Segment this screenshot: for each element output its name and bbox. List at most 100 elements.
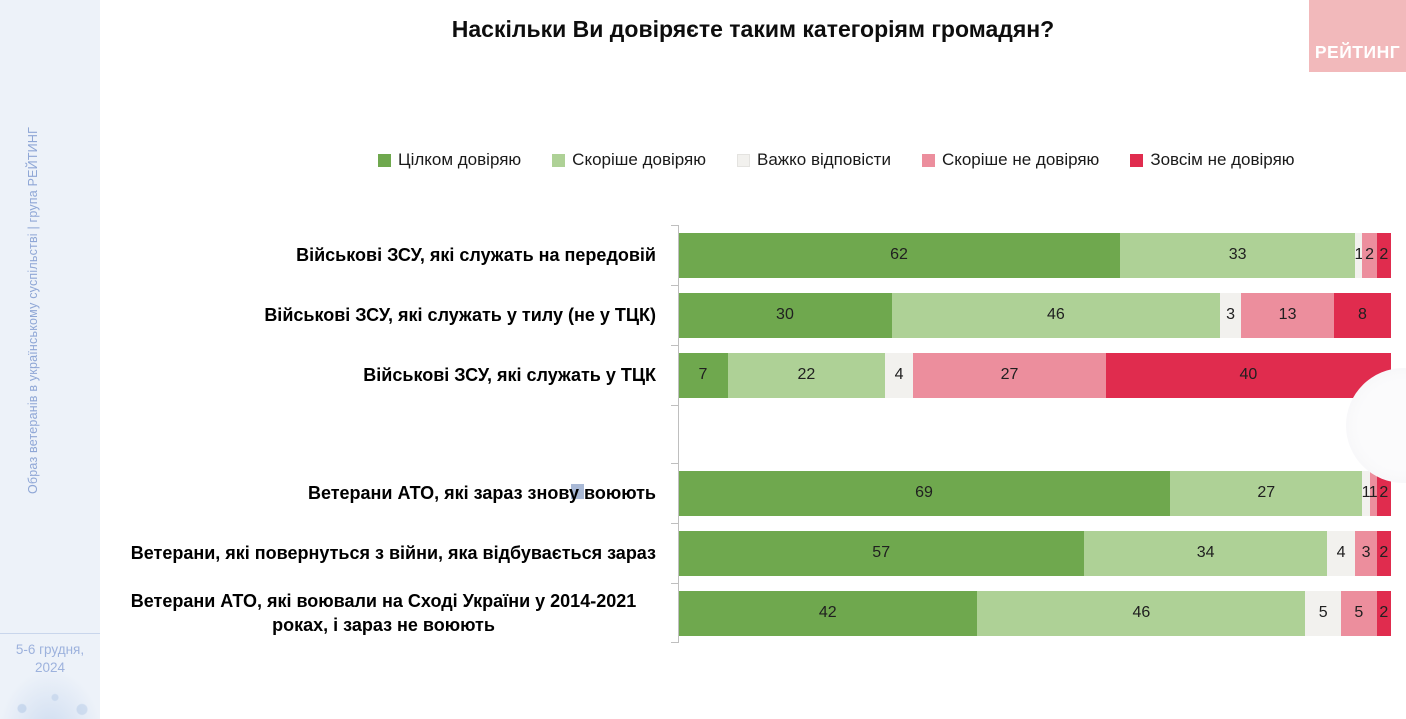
bar-segment: 46	[977, 590, 1306, 636]
legend-swatch-icon	[552, 153, 566, 167]
stacked-bar: 7 22 4 27 40	[678, 352, 1391, 398]
axis-line	[678, 225, 679, 643]
legend-item: Скоріше не довіряю	[921, 150, 1100, 170]
bar-segment: 27	[1169, 470, 1363, 516]
chart-row: Військові ЗСУ, які служать у тилу (не у …	[100, 285, 1391, 345]
chart-title: Наскільки Ви довіряєте таким категоріям …	[451, 16, 1055, 42]
legend-swatch-icon	[736, 153, 750, 167]
bar-segment: 3	[1355, 530, 1377, 576]
legend-item: Скоріше довіряю	[552, 150, 706, 170]
bar-segment: 5	[1305, 590, 1342, 636]
segment-value-label: 3	[1226, 306, 1235, 323]
axis-tick	[671, 523, 678, 524]
bar-segment: 4	[1326, 530, 1356, 576]
segment-value-label: 34	[1196, 544, 1215, 561]
segment-value-label: 8	[1357, 306, 1367, 323]
bar-segment: 42	[678, 590, 978, 636]
selection-artifact	[571, 483, 584, 499]
segment-value-label: 4	[894, 366, 904, 383]
legend-label: Цілком довіряю	[398, 150, 522, 169]
sidebar-divider	[0, 633, 100, 634]
legend-label: Важко відповісти	[756, 150, 891, 169]
segment-value-label: 57	[872, 544, 891, 561]
bar-segment: 2	[1376, 232, 1391, 278]
bar-segment: 1	[1354, 232, 1364, 278]
segment-value-label: 1	[1354, 246, 1364, 263]
survey-date: 5-6 грудня, 2024	[15, 642, 85, 675]
segment-value-label: 69	[915, 484, 933, 501]
legend-item: Цілком довіряю	[378, 150, 521, 170]
legend-item: Зовсім не довіряю	[1130, 150, 1295, 170]
segment-value-label: 5	[1318, 604, 1328, 621]
segment-value-label: 40	[1239, 366, 1258, 383]
bar-segment: 8	[1333, 292, 1391, 338]
bar-segment: 2	[1362, 232, 1377, 278]
bar-segment: 27	[913, 352, 1106, 398]
stacked-bar: 69 27 1 1 2	[678, 470, 1391, 516]
sidebar-vertical-title: Образ ветеранів в українському суспільст…	[26, 126, 40, 494]
bar-segment: 1	[1368, 470, 1378, 516]
category-label: Військові ЗСУ, які служать на передовій	[296, 244, 656, 265]
segment-value-label: 1	[1361, 484, 1371, 501]
segment-value-label: 46	[1132, 604, 1151, 621]
category-label-cell: Ветерани АТО, які воювали на Сході Украї…	[100, 589, 678, 638]
legend-label: Скоріше довіряю	[572, 150, 706, 169]
chart-row: Ветерани, які повернуться з війни, яка в…	[100, 523, 1391, 583]
bar-segment: 3	[1219, 292, 1242, 338]
axis-tick	[671, 285, 678, 286]
trust-bar-chart: Військові ЗСУ, які служать на передовій 6…	[100, 225, 1391, 643]
axis-tick	[671, 583, 678, 584]
segment-value-label: 33	[1228, 246, 1247, 263]
bar-segment: 33	[1120, 232, 1356, 278]
category-label: Військові ЗСУ, які служать у тилу (не у …	[264, 304, 656, 325]
bar-segment: 40	[1105, 352, 1391, 398]
sidebar: Образ ветеранів в українському суспільст…	[0, 0, 100, 719]
axis-tick	[671, 225, 678, 226]
bar-segment: 2	[1376, 530, 1391, 576]
stacked-bar: 42 46 5 5 2	[678, 590, 1391, 636]
legend-swatch-icon	[1130, 153, 1144, 167]
category-label-cell: Військові ЗСУ, які служать у ТЦК	[100, 363, 678, 387]
segment-value-label: 46	[1046, 306, 1065, 323]
segment-value-label: 7	[698, 366, 708, 383]
legend-item: Важко відповісти	[736, 150, 891, 170]
chart-row: Військові ЗСУ, які служать у ТЦК 7 22 4 27 40	[100, 345, 1391, 405]
floral-decoration	[0, 671, 100, 719]
segment-value-label: 62	[890, 246, 908, 263]
bar-segment: 1	[1361, 470, 1371, 516]
segment-value-label: 42	[818, 604, 837, 621]
segment-value-label: 2	[1365, 246, 1375, 263]
bar-segment: 46	[891, 292, 1220, 338]
bar-segment: 30	[678, 292, 892, 338]
axis-tick	[671, 405, 678, 406]
segment-value-label: 3	[1361, 544, 1371, 561]
segment-value-label: 30	[776, 306, 794, 323]
segment-value-label: 2	[1379, 544, 1389, 561]
legend-label: Зовсім не довіряю	[1150, 150, 1295, 169]
segment-value-label: 1	[1368, 484, 1378, 501]
segment-value-label: 5	[1354, 604, 1364, 621]
segment-value-label: 22	[797, 366, 816, 383]
axis-tick	[671, 463, 678, 464]
category-label: Військові ЗСУ, які служать у ТЦК	[363, 364, 656, 385]
category-label: Ветерани АТО, які зараз знову воюють	[307, 482, 656, 503]
segment-value-label: 27	[1000, 366, 1019, 383]
category-label: Ветерани АТО, які воювали на Сході Украї…	[130, 590, 637, 635]
bar-segment: 5	[1341, 590, 1377, 636]
bar-segment: 22	[727, 352, 885, 398]
legend: Цілком довіряю Скоріше довіряю Важко відпо…	[378, 150, 1295, 170]
legend-label: Скоріше не довіряю	[941, 150, 1100, 169]
stacked-bar: 57 34 4 3 2	[678, 530, 1391, 576]
bar-segment: 2	[1376, 470, 1391, 516]
segment-value-label: 2	[1379, 246, 1389, 263]
axis-tick	[671, 345, 678, 346]
chart-row: Ветерани АТО, які зараз знову воюють 69 27…	[100, 463, 1391, 523]
bar-segment: 62	[678, 232, 1121, 278]
legend-swatch-icon	[921, 153, 935, 167]
category-label-cell: Військові ЗСУ, які служать у тилу (не у …	[100, 303, 678, 327]
legend-swatch-icon	[378, 153, 391, 167]
bar-segment: 13	[1241, 292, 1334, 338]
rating-logo: РЕЙТИНГ	[1309, 0, 1406, 72]
main-area: Наскільки Ви довіряєте таким категоріям …	[100, 0, 1406, 719]
